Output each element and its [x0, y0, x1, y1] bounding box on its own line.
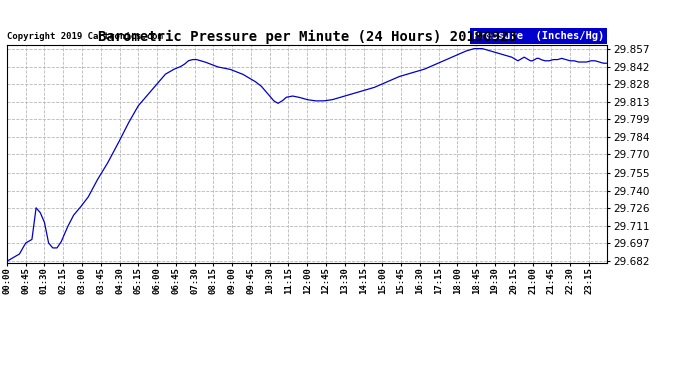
- Title: Barometric Pressure per Minute (24 Hours) 20190923: Barometric Pressure per Minute (24 Hours…: [98, 30, 516, 44]
- Text: Copyright 2019 Cartronics.com: Copyright 2019 Cartronics.com: [7, 32, 163, 40]
- Text: Pressure  (Inches/Hg): Pressure (Inches/Hg): [473, 31, 604, 40]
